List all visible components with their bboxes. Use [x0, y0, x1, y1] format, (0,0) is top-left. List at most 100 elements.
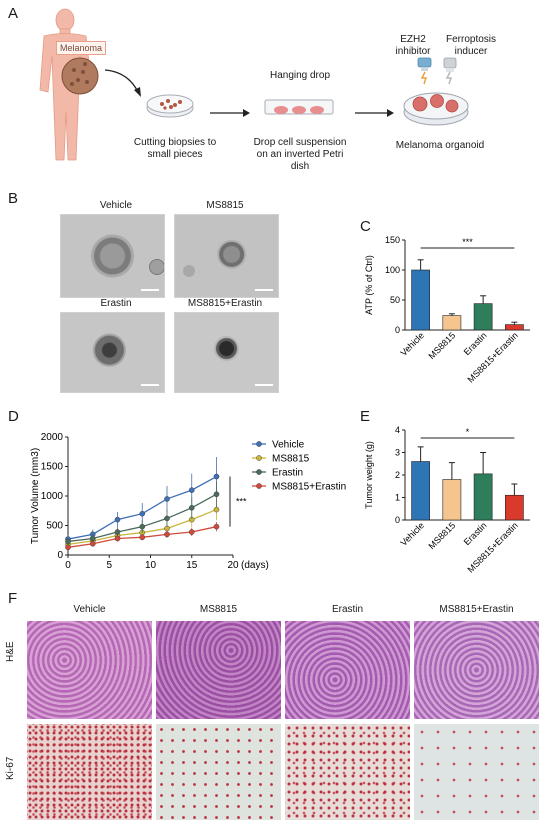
melanoma-label: Melanoma — [56, 41, 107, 55]
b-scalebar — [141, 384, 159, 386]
bar-vehicle — [411, 461, 430, 521]
data-point-ms8815-erastin — [89, 540, 96, 547]
bar-ms8815-erastin — [505, 494, 524, 521]
inducer-vial-icon — [443, 57, 457, 85]
bar-ms8815-erastin — [505, 324, 524, 331]
inducer-label: Ferroptosis inducer — [445, 34, 496, 57]
f-col-ms8815: MS8815 — [199, 604, 238, 615]
legend-marker-ms8815-erastin — [256, 483, 262, 489]
b-scalebar — [141, 289, 159, 291]
y-tick-label: 0 — [395, 325, 400, 335]
curved-arrow-1 — [104, 69, 139, 93]
x-axis-label: (days) — [241, 560, 269, 571]
data-point-vehicle — [164, 496, 170, 502]
y-tick-label: 0 — [57, 550, 63, 561]
data-point-ms8815-erastin — [164, 531, 170, 538]
arrowhead-1 — [134, 87, 141, 97]
chart-e-tumor-weight: 0 1 2 3 4 Tumor weight (g) Vehicle MS8815 Erasti… — [364, 425, 530, 575]
bar-erastin — [473, 473, 493, 521]
data-point-ms8815-erastin — [188, 529, 195, 535]
f-he-erastin — [285, 621, 410, 719]
b-label-ms8815: MS8815 — [206, 200, 244, 211]
significance-marker: *** — [236, 497, 247, 507]
data-point-vehicle — [139, 510, 146, 517]
b-debris-dot — [183, 265, 195, 277]
panel-letter-c: C — [360, 218, 371, 235]
f-ki67-erastin — [285, 724, 410, 820]
data-point-ms8815-erastin — [213, 523, 220, 530]
arrowhead-2 — [243, 109, 250, 117]
y-tick-label: 4 — [395, 425, 400, 435]
x-tick-label: Vehicle — [398, 330, 426, 358]
x-tick-label: 5 — [106, 560, 112, 571]
b-label-combo: MS8815+Erastin — [187, 298, 263, 309]
legend-label-ms8815-erastin: MS8815+Erastin — [272, 482, 346, 493]
data-point-erastin — [114, 529, 121, 535]
y-tick-label: 150 — [385, 235, 400, 245]
data-point-ms8815-erastin — [65, 544, 71, 551]
data-point-erastin — [65, 538, 71, 545]
x-tick-label: MS8815 — [427, 330, 458, 361]
b-image-ms8815 — [174, 214, 279, 298]
b-label-erastin: Erastin — [100, 298, 132, 309]
step2-title: Hanging drop — [269, 70, 331, 81]
inhibitor-label: EZH2 inhibitor — [395, 34, 431, 57]
y-tick-label: 2000 — [41, 432, 64, 443]
chart-c-atp: 0 50 100 150 ATP (% of Ctrl) Vehicle MS8815 Era… — [364, 235, 530, 385]
organoid-dish-icon — [403, 92, 469, 126]
panel-letter-b: B — [8, 190, 19, 207]
y-tick-label: 1500 — [41, 462, 64, 473]
melanoma-tumor-icon — [61, 57, 99, 95]
f-col-combo: MS8815+Erastin — [439, 604, 514, 615]
drug-vial-icon — [417, 57, 432, 85]
data-point-erastin — [164, 515, 170, 522]
legend-marker-vehicle — [256, 441, 262, 447]
y-tick-label: 50 — [390, 295, 400, 305]
x-tick-label: Erastin — [462, 330, 489, 357]
inverted-dish-icon — [264, 99, 334, 115]
legend-marker-erastin — [256, 469, 262, 475]
f-row-he: H&E — [5, 641, 16, 662]
x-tick-label: 15 — [186, 560, 198, 571]
bar-erastin — [473, 303, 493, 331]
y-tick-label: 0 — [395, 515, 400, 525]
chart-d-tumor-volume: 0 500 1000 1500 2000 0 5 10 15 20 (days) Tumor Volu… — [30, 432, 346, 571]
data-point-erastin — [89, 535, 96, 542]
petri-dish-icon — [146, 94, 194, 118]
b-scalebar — [255, 384, 273, 386]
step2-caption: Drop cell suspension on an inverted Petr… — [253, 137, 347, 172]
b-image-vehicle — [60, 214, 165, 298]
data-point-erastin — [188, 505, 195, 511]
y-tick-label: 1000 — [41, 491, 64, 502]
y-axis-label: ATP (% of Ctrl) — [364, 255, 374, 315]
panel-a-illustration — [39, 8, 469, 161]
data-point-ms8815 — [213, 506, 220, 513]
f-ki67-combo — [414, 724, 539, 820]
y-tick-label: 1 — [395, 493, 400, 503]
y-axis-label: Tumor weight (g) — [364, 441, 374, 509]
b-image-combo — [174, 312, 279, 393]
step3-caption: Melanoma organoid — [395, 140, 485, 151]
f-row-ki67: Ki-67 — [5, 756, 16, 780]
y-tick-label: 100 — [385, 265, 400, 275]
legend-marker-ms8815 — [256, 455, 262, 461]
data-point-erastin — [213, 491, 220, 498]
x-tick-label: Erastin — [462, 520, 489, 547]
x-tick-label: 20 — [227, 560, 239, 571]
panel-letter-a: A — [8, 5, 19, 22]
x-tick-label: 0 — [65, 560, 71, 571]
x-tick-label: MS8815 — [427, 520, 458, 551]
step1-caption: Cutting biopsies to small pieces — [133, 137, 217, 160]
significance-marker: *** — [462, 237, 473, 247]
bar-vehicle — [411, 269, 430, 331]
bar-ms8815 — [442, 315, 462, 331]
f-he-combo — [414, 621, 539, 719]
legend-label-ms8815: MS8815 — [272, 454, 310, 465]
legend-label-vehicle: Vehicle — [272, 440, 305, 451]
data-point-ms8815-erastin — [139, 534, 146, 541]
panel-letter-d: D — [8, 408, 19, 425]
b-scalebar — [255, 289, 273, 291]
f-col-erastin: Erastin — [331, 604, 364, 615]
panel-letter-f: F — [8, 590, 18, 607]
f-he-ms8815 — [156, 621, 281, 719]
